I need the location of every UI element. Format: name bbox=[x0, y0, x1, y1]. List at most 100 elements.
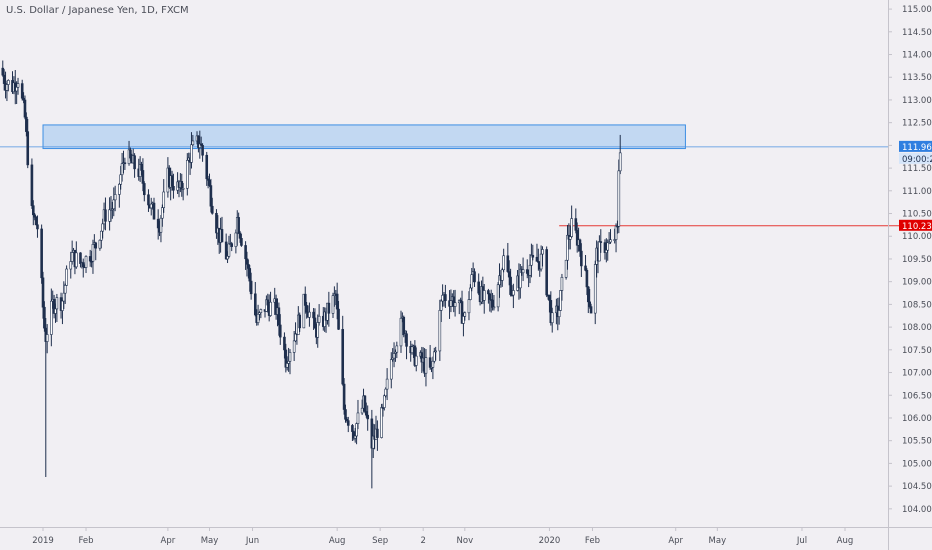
price-tick-label: 106.000 bbox=[902, 414, 932, 424]
candle bbox=[535, 243, 539, 262]
candle bbox=[79, 252, 82, 268]
candle bbox=[16, 77, 20, 95]
time-tick-label: Sep bbox=[372, 536, 388, 546]
candle bbox=[292, 331, 296, 362]
candle bbox=[1, 60, 5, 77]
candle bbox=[482, 283, 486, 314]
candle bbox=[191, 134, 195, 146]
candle bbox=[69, 251, 73, 279]
candle bbox=[402, 315, 406, 338]
candle bbox=[41, 271, 45, 319]
candle bbox=[564, 259, 568, 280]
candle bbox=[545, 246, 548, 298]
candle bbox=[50, 288, 53, 347]
candle bbox=[208, 173, 211, 187]
countdown-value: 09:00:29 bbox=[902, 155, 932, 165]
candle bbox=[337, 301, 340, 330]
price-tick-label: 107.000 bbox=[902, 369, 932, 379]
candle bbox=[61, 299, 64, 325]
candle bbox=[609, 229, 612, 244]
candle bbox=[186, 153, 189, 196]
candle bbox=[278, 314, 282, 345]
candle bbox=[531, 244, 535, 261]
candle bbox=[118, 183, 121, 208]
candle bbox=[190, 132, 193, 169]
candle bbox=[55, 293, 59, 322]
candle bbox=[159, 215, 163, 243]
candle bbox=[431, 356, 435, 380]
candle bbox=[43, 301, 46, 332]
candle bbox=[317, 304, 321, 326]
candle bbox=[521, 257, 525, 282]
candle bbox=[352, 430, 356, 441]
time-tick-label: Feb bbox=[78, 536, 93, 546]
candle bbox=[294, 322, 297, 343]
time-tick-label: Aug bbox=[837, 536, 854, 546]
candle bbox=[463, 311, 467, 321]
candle bbox=[618, 134, 622, 175]
candle bbox=[331, 292, 335, 318]
candle bbox=[181, 182, 185, 201]
candle bbox=[180, 173, 184, 197]
candle bbox=[342, 378, 346, 415]
candle bbox=[405, 330, 408, 360]
candle bbox=[205, 151, 209, 186]
countdown-tag bbox=[899, 152, 932, 164]
candle bbox=[557, 297, 561, 325]
candle bbox=[283, 332, 286, 359]
time-tick-label: May bbox=[201, 536, 219, 546]
candle bbox=[34, 215, 38, 226]
candle bbox=[70, 240, 74, 265]
candle bbox=[568, 225, 572, 250]
candle bbox=[512, 283, 515, 309]
candle bbox=[152, 197, 156, 220]
candle bbox=[45, 324, 49, 354]
candle bbox=[519, 264, 522, 299]
candle bbox=[274, 294, 278, 320]
candle bbox=[63, 283, 67, 304]
supply-zone bbox=[42, 124, 686, 150]
candle bbox=[487, 288, 490, 304]
candle bbox=[224, 233, 228, 260]
price-tick-label: 114.000 bbox=[902, 51, 932, 61]
candle bbox=[20, 79, 24, 101]
candle bbox=[256, 304, 260, 326]
level-value: 110.230 bbox=[902, 222, 932, 232]
candle bbox=[98, 239, 102, 251]
candle bbox=[123, 157, 127, 170]
candle bbox=[327, 291, 331, 327]
candle bbox=[288, 349, 292, 375]
candle bbox=[147, 189, 150, 212]
candle bbox=[434, 346, 437, 361]
candle bbox=[161, 204, 164, 227]
price-tick-label: 108.500 bbox=[902, 300, 932, 310]
candle bbox=[392, 342, 396, 368]
candle bbox=[370, 409, 374, 489]
candle bbox=[363, 395, 367, 414]
candle bbox=[201, 143, 204, 162]
price-tick-label: 108.000 bbox=[902, 323, 932, 333]
candle bbox=[430, 366, 433, 373]
time-tick-label: Apr bbox=[668, 536, 683, 546]
price-tick-label: 113.500 bbox=[902, 73, 932, 83]
candle bbox=[227, 235, 231, 259]
candle bbox=[502, 248, 505, 273]
candle bbox=[424, 348, 428, 387]
candle bbox=[209, 178, 213, 213]
candle bbox=[36, 215, 39, 238]
candle bbox=[30, 158, 34, 209]
candle bbox=[467, 291, 471, 321]
candle bbox=[108, 197, 111, 231]
candle bbox=[162, 179, 166, 213]
candle bbox=[356, 399, 360, 430]
candle bbox=[249, 272, 253, 300]
candle bbox=[506, 242, 510, 273]
candle bbox=[617, 159, 621, 234]
candle bbox=[112, 187, 116, 217]
candle bbox=[366, 405, 369, 431]
price-tick-label: 105.000 bbox=[902, 459, 932, 469]
candle bbox=[81, 258, 85, 278]
candle bbox=[52, 294, 56, 319]
candle bbox=[586, 286, 590, 314]
